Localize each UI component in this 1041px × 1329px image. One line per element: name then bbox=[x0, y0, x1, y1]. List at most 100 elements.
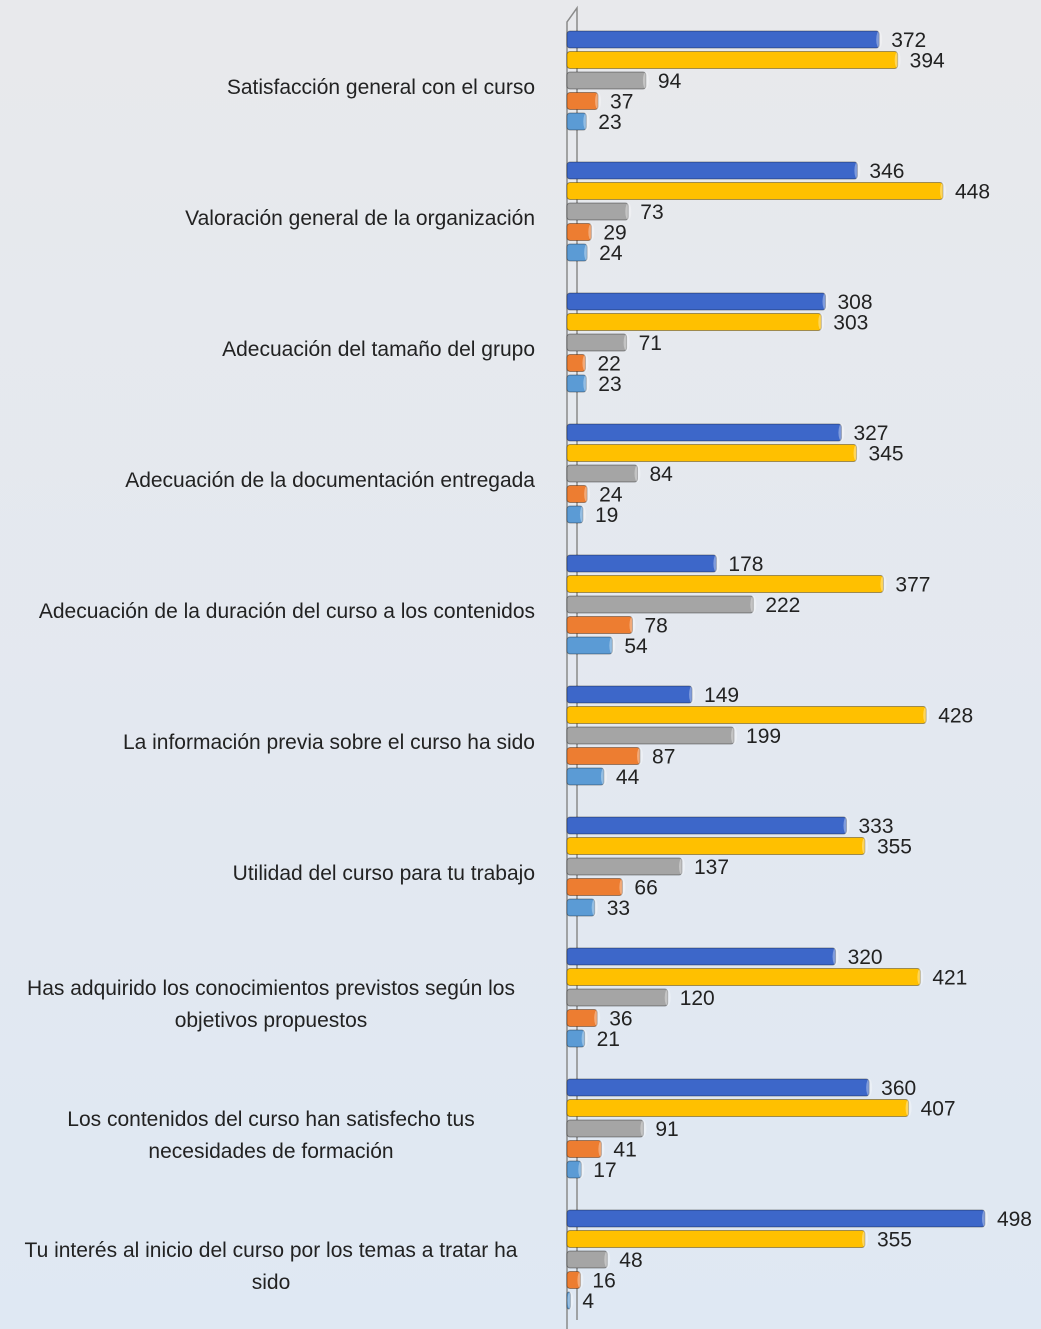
bar bbox=[566, 1099, 910, 1117]
category-text: Adecuación de la documentación entregada bbox=[125, 469, 535, 492]
category-text: La información previa sobre el curso ha … bbox=[122, 731, 535, 754]
bar-end bbox=[581, 1030, 588, 1047]
bar-end bbox=[940, 182, 946, 200]
bar bbox=[566, 898, 596, 917]
bar bbox=[566, 1271, 581, 1289]
bar bbox=[566, 444, 858, 462]
data-label: 94 bbox=[658, 70, 682, 93]
data-label: 54 bbox=[624, 635, 648, 658]
data-label: 498 bbox=[997, 1208, 1032, 1231]
data-label: 320 bbox=[848, 946, 883, 969]
category-label: Adecuación de la documentación entregada bbox=[7, 465, 535, 497]
data-label: 91 bbox=[655, 1118, 678, 1141]
bar-end bbox=[981, 1210, 988, 1227]
data-label: 448 bbox=[955, 181, 990, 204]
bar-end bbox=[637, 747, 644, 765]
bar bbox=[566, 423, 842, 442]
category-label: Has adquirido los conocimientos previsto… bbox=[7, 973, 535, 1037]
bar bbox=[566, 878, 623, 896]
data-label: 327 bbox=[853, 422, 888, 445]
bar-end bbox=[880, 575, 887, 593]
bar bbox=[566, 747, 641, 765]
bar-end bbox=[600, 768, 607, 785]
bar-end bbox=[582, 354, 589, 372]
bar bbox=[566, 30, 880, 49]
bar bbox=[566, 1029, 586, 1048]
bar bbox=[566, 1078, 870, 1097]
bar-end bbox=[843, 817, 850, 834]
bar bbox=[566, 464, 638, 483]
bar bbox=[566, 161, 858, 180]
data-label: 87 bbox=[652, 746, 675, 769]
bar-end bbox=[640, 1120, 647, 1137]
bar-end bbox=[861, 1230, 868, 1248]
axis bbox=[566, 5, 578, 1329]
bar bbox=[566, 92, 599, 110]
bar bbox=[566, 182, 944, 200]
data-label: 33 bbox=[607, 897, 630, 920]
category-label: La información previa sobre el curso ha … bbox=[7, 727, 535, 759]
bar bbox=[566, 1160, 582, 1179]
data-label: 303 bbox=[833, 312, 868, 335]
bar bbox=[566, 333, 628, 352]
data-label: 346 bbox=[869, 160, 904, 183]
category-text: Tu interés al inicio del curso por los t… bbox=[24, 1239, 518, 1294]
bar bbox=[566, 968, 921, 986]
bar bbox=[566, 374, 587, 393]
data-label: 178 bbox=[728, 553, 763, 576]
data-label: 394 bbox=[910, 50, 945, 73]
bar bbox=[566, 354, 586, 372]
bar bbox=[566, 1140, 602, 1158]
bar-end bbox=[917, 968, 924, 986]
bar-end bbox=[832, 948, 839, 965]
data-label: 372 bbox=[891, 29, 926, 52]
bar bbox=[566, 485, 588, 503]
bar bbox=[566, 51, 899, 69]
bar bbox=[566, 223, 592, 241]
bar-end bbox=[567, 1292, 574, 1309]
bar bbox=[566, 595, 754, 614]
data-label: 73 bbox=[640, 201, 663, 224]
data-label: 66 bbox=[634, 877, 657, 900]
bar-end bbox=[678, 858, 685, 875]
data-label: 37 bbox=[610, 91, 633, 114]
data-label: 71 bbox=[639, 332, 662, 355]
data-label: 421 bbox=[932, 967, 967, 990]
data-label: 377 bbox=[895, 574, 930, 597]
bar bbox=[566, 1209, 986, 1228]
bar-end bbox=[583, 375, 590, 392]
category-text: Adecuación del tamaño del grupo bbox=[222, 338, 535, 361]
bar-end bbox=[861, 837, 868, 855]
data-label: 355 bbox=[877, 836, 912, 859]
bar bbox=[566, 767, 605, 786]
category-label: Tu interés al inicio del curso por los t… bbox=[7, 1235, 535, 1299]
data-label: 17 bbox=[593, 1159, 616, 1182]
data-label: 222 bbox=[765, 594, 800, 617]
bar-end bbox=[876, 31, 883, 48]
bar-end bbox=[619, 878, 626, 896]
bar-end bbox=[594, 1009, 601, 1027]
bar-end bbox=[713, 555, 720, 572]
bar-end bbox=[595, 92, 602, 110]
bar-end bbox=[853, 444, 860, 462]
data-label: 16 bbox=[592, 1270, 615, 1293]
category-text: Utilidad del curso para tu trabajo bbox=[232, 862, 535, 885]
bar-end bbox=[588, 223, 595, 241]
category-label: Adecuación de la duración del curso a lo… bbox=[7, 596, 535, 628]
data-label: 24 bbox=[599, 242, 623, 265]
bar bbox=[566, 1119, 644, 1138]
data-label: 360 bbox=[881, 1077, 916, 1100]
bar bbox=[566, 313, 822, 331]
bar bbox=[566, 71, 647, 90]
bar-end bbox=[591, 899, 598, 916]
bar-end bbox=[689, 686, 696, 703]
bar bbox=[566, 575, 884, 593]
bar bbox=[566, 1009, 598, 1027]
bar-end bbox=[584, 244, 591, 261]
bar-end bbox=[731, 727, 738, 744]
data-label: 407 bbox=[921, 1098, 956, 1121]
bar bbox=[566, 292, 826, 311]
data-label: 48 bbox=[619, 1249, 642, 1272]
